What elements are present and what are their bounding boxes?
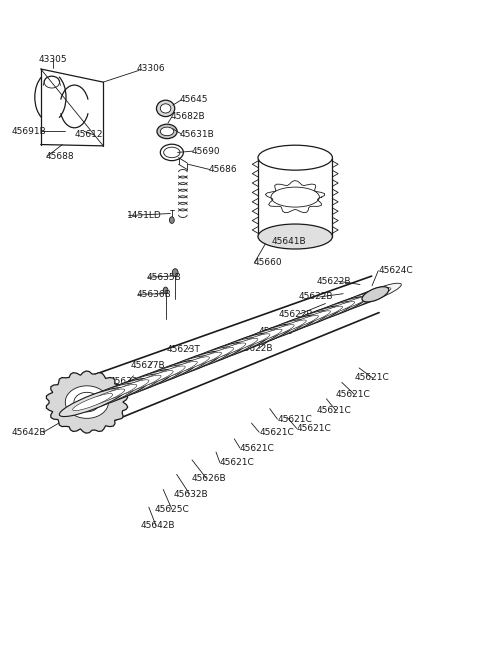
Text: 45622B: 45622B [299, 292, 333, 302]
Ellipse shape [160, 351, 222, 378]
Ellipse shape [348, 292, 379, 306]
Ellipse shape [211, 333, 270, 359]
Ellipse shape [349, 283, 401, 306]
Text: 45612: 45612 [74, 130, 103, 139]
Text: 45622B: 45622B [278, 309, 313, 319]
Ellipse shape [249, 319, 306, 344]
Ellipse shape [236, 324, 294, 349]
Ellipse shape [110, 369, 174, 397]
Ellipse shape [185, 352, 222, 368]
Text: 45645: 45645 [180, 95, 208, 104]
Ellipse shape [285, 315, 318, 330]
Text: 45691B: 45691B [12, 127, 47, 136]
Ellipse shape [299, 302, 353, 325]
Ellipse shape [335, 297, 367, 311]
Ellipse shape [135, 371, 173, 387]
Ellipse shape [258, 145, 332, 170]
Text: 45682B: 45682B [170, 112, 205, 122]
Ellipse shape [235, 334, 270, 349]
Ellipse shape [297, 311, 330, 325]
Ellipse shape [337, 288, 389, 310]
Ellipse shape [147, 366, 185, 382]
Ellipse shape [169, 217, 174, 223]
Ellipse shape [97, 374, 162, 402]
Ellipse shape [222, 338, 258, 353]
Ellipse shape [362, 286, 389, 302]
Ellipse shape [322, 302, 355, 315]
Text: 45633B: 45633B [109, 376, 144, 386]
Ellipse shape [172, 269, 178, 277]
Text: 43305: 43305 [38, 55, 67, 64]
Text: 45660: 45660 [253, 258, 282, 267]
Text: 45636B: 45636B [137, 290, 171, 299]
Text: 45621C: 45621C [277, 415, 312, 424]
Ellipse shape [160, 361, 197, 377]
Ellipse shape [360, 288, 391, 301]
Ellipse shape [72, 394, 113, 411]
Text: 45621C: 45621C [354, 373, 389, 382]
Ellipse shape [147, 356, 210, 383]
Text: 45627B: 45627B [131, 361, 165, 370]
Text: 45686: 45686 [209, 165, 238, 174]
Polygon shape [65, 386, 108, 419]
Text: 45625C: 45625C [155, 505, 189, 514]
Text: 45621C: 45621C [259, 428, 294, 437]
Ellipse shape [258, 224, 332, 249]
Ellipse shape [97, 384, 137, 401]
Text: 45622B: 45622B [317, 277, 351, 286]
Text: 45621C: 45621C [317, 406, 351, 415]
Ellipse shape [157, 124, 177, 139]
Text: 45621C: 45621C [336, 390, 371, 399]
Text: 45642B: 45642B [12, 428, 47, 437]
Text: 1451LD: 1451LD [127, 211, 162, 220]
Ellipse shape [110, 380, 149, 396]
Ellipse shape [286, 306, 341, 330]
Ellipse shape [85, 389, 125, 406]
Text: 45635B: 45635B [146, 273, 181, 282]
Ellipse shape [324, 292, 377, 315]
Ellipse shape [197, 348, 234, 363]
Ellipse shape [156, 101, 175, 117]
Ellipse shape [60, 388, 126, 417]
Ellipse shape [310, 306, 343, 320]
Ellipse shape [122, 375, 161, 392]
Ellipse shape [274, 311, 329, 334]
Ellipse shape [312, 297, 365, 320]
Text: 45637B: 45637B [73, 409, 108, 419]
Ellipse shape [272, 320, 306, 334]
Ellipse shape [261, 315, 318, 339]
Text: 45631B: 45631B [180, 129, 215, 139]
Ellipse shape [160, 127, 174, 136]
Ellipse shape [122, 365, 186, 392]
Text: 45642B: 45642B [140, 521, 175, 530]
Text: 45641B: 45641B [271, 237, 306, 246]
Text: 45622B: 45622B [258, 327, 293, 336]
Text: 45626B: 45626B [192, 474, 227, 483]
Ellipse shape [185, 342, 246, 369]
Ellipse shape [223, 328, 282, 353]
Ellipse shape [72, 383, 138, 412]
Text: 45623T: 45623T [167, 345, 201, 354]
Text: 45621C: 45621C [297, 424, 331, 433]
Ellipse shape [247, 329, 282, 344]
Ellipse shape [210, 343, 246, 358]
Text: 45688: 45688 [46, 152, 74, 161]
Text: 43306: 43306 [137, 64, 166, 74]
Text: 45622B: 45622B [238, 344, 273, 353]
Text: 45621C: 45621C [240, 443, 275, 453]
Text: 45690: 45690 [192, 147, 221, 156]
Ellipse shape [172, 357, 209, 373]
Text: 45650B: 45650B [92, 392, 127, 401]
Text: 45632B: 45632B [174, 489, 208, 499]
Polygon shape [47, 371, 128, 433]
Ellipse shape [173, 347, 234, 373]
Text: 45621C: 45621C [220, 458, 254, 467]
Ellipse shape [160, 104, 171, 113]
Ellipse shape [163, 287, 168, 294]
Ellipse shape [198, 338, 258, 363]
Text: 45624C: 45624C [378, 266, 413, 275]
Ellipse shape [135, 361, 198, 388]
Ellipse shape [84, 378, 150, 407]
Ellipse shape [260, 325, 294, 339]
